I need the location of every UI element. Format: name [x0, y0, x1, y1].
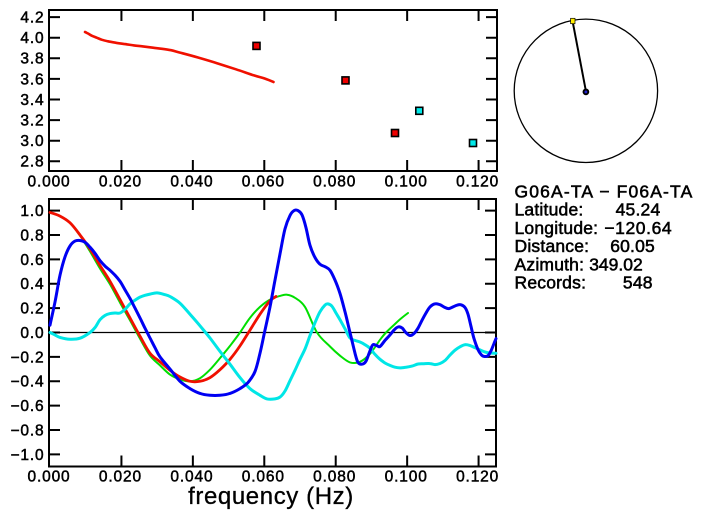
svg-text:0.000: 0.000 — [27, 173, 70, 190]
svg-text:0.8: 0.8 — [20, 227, 44, 244]
svg-text:0.120: 0.120 — [456, 469, 499, 486]
svg-text:0.020: 0.020 — [99, 469, 142, 486]
svg-text:0.080: 0.080 — [313, 469, 356, 486]
svg-text:0.040: 0.040 — [170, 173, 213, 190]
svg-text:0.060: 0.060 — [242, 173, 285, 190]
svg-text:frequency (Hz): frequency (Hz) — [188, 483, 354, 510]
svg-text:0.4: 0.4 — [20, 276, 44, 293]
svg-text:0.100: 0.100 — [385, 469, 428, 486]
svg-text:60.05: 60.05 — [610, 236, 655, 256]
svg-text:−0.2: −0.2 — [11, 349, 45, 366]
svg-text:Distance:: Distance: — [515, 236, 590, 256]
svg-text:349.02: 349.02 — [589, 254, 643, 274]
svg-text:0.120: 0.120 — [456, 173, 499, 190]
svg-text:G06A-TA − F06A-TA: G06A-TA − F06A-TA — [515, 182, 694, 202]
svg-text:4.0: 4.0 — [20, 30, 44, 47]
svg-text:−0.6: −0.6 — [11, 398, 45, 415]
svg-text:3.6: 3.6 — [20, 71, 44, 88]
svg-text:4.2: 4.2 — [20, 10, 44, 27]
svg-text:1.0: 1.0 — [20, 203, 44, 220]
svg-text:2.8: 2.8 — [20, 154, 44, 171]
svg-text:Longitude:: Longitude: — [515, 218, 599, 238]
svg-text:−0.8: −0.8 — [11, 422, 45, 439]
svg-text:0.0: 0.0 — [20, 325, 44, 342]
svg-text:3.2: 3.2 — [20, 113, 44, 130]
svg-text:0.100: 0.100 — [385, 173, 428, 190]
svg-text:3.8: 3.8 — [20, 51, 44, 68]
svg-text:3.0: 3.0 — [20, 133, 44, 150]
svg-text:0.060: 0.060 — [242, 469, 285, 486]
svg-text:Latitude:: Latitude: — [515, 200, 584, 220]
svg-text:−1.0: −1.0 — [11, 447, 45, 464]
svg-text:0.040: 0.040 — [170, 469, 213, 486]
svg-text:−120.64: −120.64 — [604, 218, 672, 238]
svg-text:−0.4: −0.4 — [11, 374, 45, 391]
svg-text:Azimuth:: Azimuth: — [515, 254, 585, 274]
svg-text:3.4: 3.4 — [20, 92, 44, 109]
svg-text:0.2: 0.2 — [20, 301, 44, 318]
svg-text:0.6: 0.6 — [20, 252, 44, 269]
svg-text:0.020: 0.020 — [99, 173, 142, 190]
svg-text:548: 548 — [623, 273, 653, 293]
svg-text:0.000: 0.000 — [27, 469, 70, 486]
svg-text:45.24: 45.24 — [616, 200, 661, 220]
svg-text:Records:: Records: — [515, 273, 587, 293]
svg-text:0.080: 0.080 — [313, 173, 356, 190]
